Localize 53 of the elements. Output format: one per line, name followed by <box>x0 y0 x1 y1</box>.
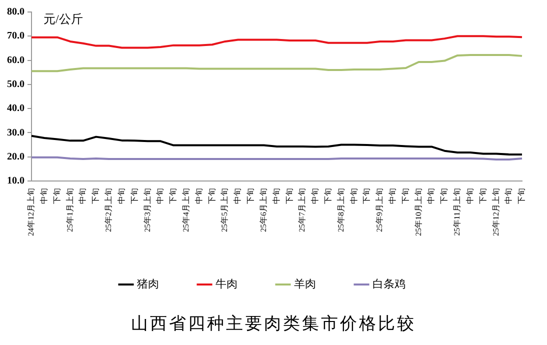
text: 山西省四种主要肉类集市价格比较 <box>130 313 417 335</box>
x-tick-label: 下旬 <box>478 188 488 204</box>
y-tick-label: 50.0 <box>7 79 24 90</box>
x-tick-label: 中旬 <box>388 188 398 204</box>
y-tick-label: 30.0 <box>7 127 24 138</box>
y-tick-label: 10.0 <box>7 176 24 187</box>
x-tick-label: 24年12月上旬 <box>26 188 36 236</box>
x-tick-label: 25年5月上旬 <box>220 188 230 232</box>
x-tick-label: 下旬 <box>400 188 410 204</box>
x-tick-label: 中旬 <box>349 188 358 204</box>
x-tick-label: 下旬 <box>517 188 526 204</box>
legend-label: 白条鸡 <box>372 278 406 290</box>
x-tick-label: 下旬 <box>168 188 178 204</box>
x-tick-label: 中旬 <box>40 188 48 204</box>
x-tick-label: 下旬 <box>91 188 100 204</box>
x-tick-label: 25年6月上旬 <box>258 188 268 232</box>
x-tick-label: 中旬 <box>194 188 204 204</box>
x-tick-label: 25年12月上旬 <box>491 188 500 236</box>
x-tick-label: 25年4月上旬 <box>181 188 190 232</box>
x-tick-label: 下旬 <box>362 188 372 204</box>
x-tick-label: 中旬 <box>156 188 165 204</box>
x-tick-label: 下旬 <box>284 188 294 204</box>
x-tick-label: 下旬 <box>130 188 139 204</box>
x-tick-label: 中旬 <box>78 188 88 204</box>
y-tick-label: 70.0 <box>7 30 24 42</box>
y-tick-label: 60.0 <box>7 54 24 66</box>
x-tick-label: 25年1月上旬 <box>65 188 74 232</box>
x-tick-label: 25年10月上旬 <box>414 188 423 236</box>
x-tick-label: 下旬 <box>323 188 332 204</box>
x-tick-label: 中旬 <box>116 188 126 204</box>
x-tick-label: 25年8月上旬 <box>336 188 346 232</box>
x-tick-label: 下旬 <box>52 188 62 204</box>
y-tick-label: 20.0 <box>7 151 24 162</box>
x-tick-label: 25年2月上旬 <box>104 188 114 232</box>
y-axis-title: 元/公斤 <box>44 12 83 26</box>
legend-label: 羊肉 <box>294 278 316 290</box>
legend-label: 牛肉 <box>216 277 238 290</box>
x-tick-label: 中旬 <box>272 188 281 204</box>
x-tick-label: 中旬 <box>426 188 436 204</box>
x-tick-label: 下旬 <box>207 188 216 204</box>
x-tick-label: 25年3月上旬 <box>142 188 152 232</box>
x-tick-label: 下旬 <box>440 188 449 204</box>
x-tick-label: 下旬 <box>246 188 256 204</box>
x-tick-label: 中旬 <box>310 188 320 204</box>
y-tick-label: 80.0 <box>7 6 24 18</box>
x-tick-label: 25年7月上旬 <box>298 188 307 232</box>
x-tick-label: 中旬 <box>233 188 242 204</box>
x-tick-label: 中旬 <box>504 188 514 204</box>
y-tick-label: 40.0 <box>7 103 24 114</box>
x-tick-label: 25年11月上旬 <box>452 188 462 236</box>
x-tick-label: 中旬 <box>465 188 474 204</box>
legend-label: 猪肉 <box>137 277 159 290</box>
x-tick-label: 25年9月上旬 <box>375 188 384 232</box>
